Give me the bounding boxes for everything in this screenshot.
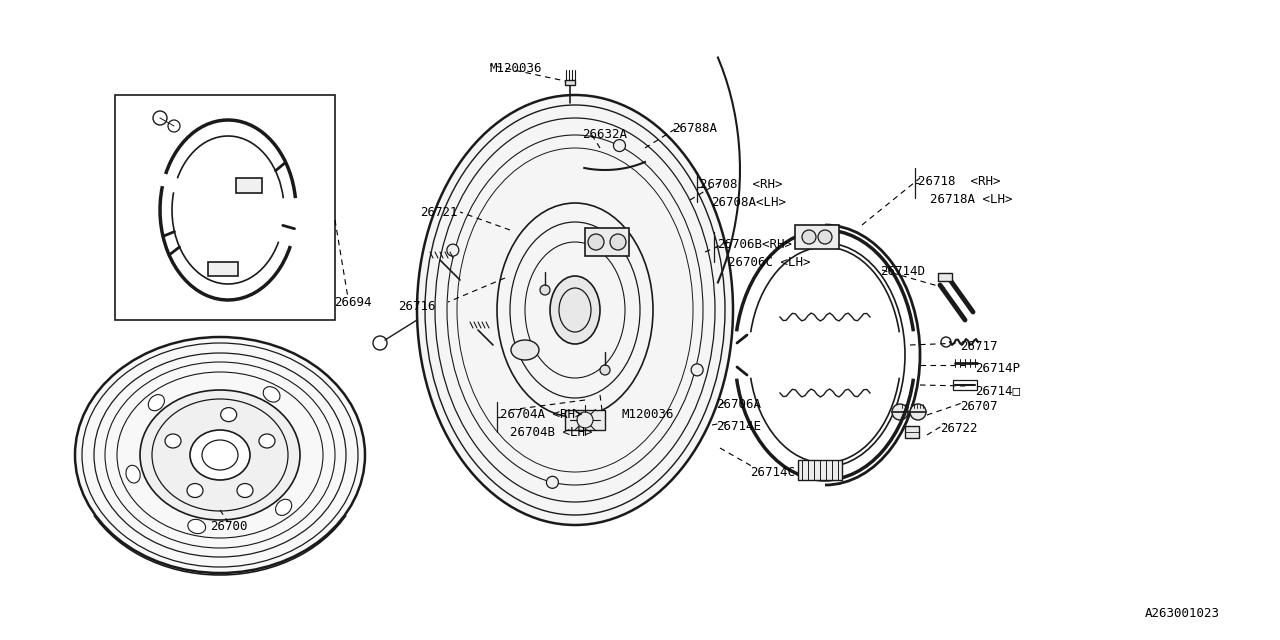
Circle shape: [547, 476, 558, 488]
Bar: [115, 95, 335, 320]
Bar: [564, 410, 605, 430]
Bar: [236, 178, 262, 193]
Ellipse shape: [237, 483, 253, 497]
Text: 26714P: 26714P: [975, 362, 1020, 375]
Text: 26788A: 26788A: [672, 122, 717, 135]
Bar: [795, 225, 838, 249]
Ellipse shape: [417, 95, 733, 525]
Bar: [938, 273, 952, 281]
Bar: [564, 80, 575, 85]
Text: 26721: 26721: [420, 206, 457, 219]
Ellipse shape: [259, 434, 275, 448]
Circle shape: [447, 244, 458, 256]
Text: M120036: M120036: [622, 408, 675, 421]
Ellipse shape: [125, 465, 141, 483]
Text: 26714□: 26714□: [975, 384, 1020, 397]
Text: 26704A <RH>: 26704A <RH>: [500, 408, 582, 421]
Text: 26707: 26707: [960, 400, 997, 413]
Ellipse shape: [511, 340, 539, 360]
Circle shape: [910, 404, 925, 420]
Text: M120036: M120036: [490, 62, 543, 75]
Bar: [797, 460, 842, 480]
Text: 26708  <RH>: 26708 <RH>: [700, 178, 782, 191]
Ellipse shape: [76, 337, 365, 573]
Text: 26714C: 26714C: [750, 466, 795, 479]
Ellipse shape: [140, 390, 300, 520]
Circle shape: [613, 140, 626, 152]
Circle shape: [540, 285, 550, 295]
Text: 26716: 26716: [398, 300, 435, 313]
Text: 26706B<RH>: 26706B<RH>: [717, 238, 792, 251]
Text: 26718A <LH>: 26718A <LH>: [931, 193, 1012, 206]
Ellipse shape: [275, 499, 292, 515]
Text: 26700: 26700: [210, 520, 247, 533]
Text: 26706A: 26706A: [716, 398, 762, 411]
Ellipse shape: [264, 387, 280, 402]
Text: 26708A<LH>: 26708A<LH>: [710, 196, 786, 209]
Bar: [207, 262, 238, 276]
Text: A263001023: A263001023: [1146, 607, 1220, 620]
Ellipse shape: [220, 408, 237, 422]
Ellipse shape: [611, 234, 626, 250]
Ellipse shape: [148, 395, 164, 411]
Ellipse shape: [165, 434, 180, 448]
Text: 26714E: 26714E: [716, 420, 762, 433]
Circle shape: [600, 365, 611, 375]
Bar: [905, 426, 919, 438]
Text: 26717: 26717: [960, 340, 997, 353]
Ellipse shape: [188, 519, 206, 534]
Ellipse shape: [818, 230, 832, 244]
Text: 26704B <LH>: 26704B <LH>: [509, 426, 593, 439]
Text: 26714D: 26714D: [881, 265, 925, 278]
Ellipse shape: [189, 430, 250, 480]
Bar: [954, 380, 977, 390]
Text: 26718  <RH>: 26718 <RH>: [918, 175, 1001, 188]
Ellipse shape: [187, 483, 204, 497]
Text: 26706C <LH>: 26706C <LH>: [728, 256, 810, 269]
Text: 26694: 26694: [334, 296, 371, 309]
Circle shape: [691, 364, 703, 376]
Text: 26722: 26722: [940, 422, 978, 435]
Ellipse shape: [588, 234, 604, 250]
Ellipse shape: [550, 276, 600, 344]
Text: 26632A: 26632A: [582, 128, 627, 141]
Ellipse shape: [803, 230, 817, 244]
Circle shape: [892, 404, 908, 420]
Bar: [585, 228, 628, 256]
